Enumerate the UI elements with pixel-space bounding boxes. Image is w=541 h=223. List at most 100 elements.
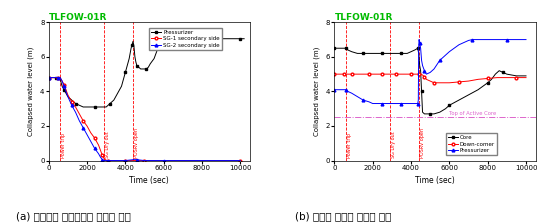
Core — [475, 88, 481, 91]
Down-comer — [456, 81, 462, 83]
Core — [427, 113, 433, 115]
Pressurizer — [392, 102, 399, 105]
Down-comer — [419, 74, 426, 76]
SG-2 secondary side — [91, 147, 98, 150]
Down-comer — [398, 73, 405, 75]
Pressurizer — [53, 76, 60, 79]
Line: Pressurizer: Pressurizer — [333, 38, 527, 105]
Text: (b) 노심과 강수부 수위의 변화: (b) 노심과 강수부 수위의 변화 — [295, 211, 392, 221]
SG-2 secondary side — [101, 159, 108, 162]
Pressurizer — [423, 73, 430, 75]
SG-2 secondary side — [141, 159, 148, 162]
Down-comer — [373, 73, 380, 75]
Pressurizer — [366, 100, 372, 103]
Pressurizer — [379, 102, 386, 105]
Core — [333, 47, 340, 50]
Pressurizer — [417, 47, 424, 50]
Pressurizer — [437, 59, 443, 62]
Pressurizer — [241, 37, 247, 40]
Text: Power trip: Power trip — [347, 133, 352, 158]
SG-2 secondary side — [64, 95, 71, 98]
Pressurizer — [398, 102, 405, 105]
Core — [337, 47, 344, 50]
Text: SG Dry out: SG Dry out — [391, 131, 396, 158]
Pressurizer — [465, 39, 472, 42]
Pressurizer — [80, 106, 87, 108]
Core — [492, 73, 499, 75]
SG-1 secondary side — [48, 76, 54, 79]
Pressurizer — [373, 102, 380, 105]
Pressurizer — [131, 56, 138, 58]
Core — [348, 50, 355, 53]
SG-2 secondary side — [61, 85, 67, 88]
Core — [421, 113, 428, 115]
Text: (a) 가압기와 증기발생기 수위의 변화: (a) 가압기와 증기발생기 수위의 변화 — [16, 211, 130, 221]
SG-2 secondary side — [59, 80, 65, 82]
Text: Top of Active Core: Top of Active Core — [450, 111, 497, 116]
SG-2 secondary side — [237, 159, 243, 162]
SG-2 secondary side — [57, 76, 63, 79]
Pressurizer — [404, 102, 411, 105]
SG-2 secondary side — [63, 90, 69, 93]
Core — [417, 69, 424, 72]
SG-1 secondary side — [101, 157, 108, 160]
Pressurizer — [199, 37, 205, 40]
Text: TLFOW-01R: TLFOW-01R — [334, 12, 393, 22]
SG-2 secondary side — [151, 159, 157, 162]
SG-2 secondary side — [161, 159, 167, 162]
SG-2 secondary side — [45, 76, 52, 79]
Down-comer — [513, 76, 520, 79]
Pressurizer — [418, 59, 425, 62]
Pressurizer — [456, 43, 462, 46]
Pressurizer — [504, 38, 510, 41]
Core — [373, 52, 380, 55]
SG-2 secondary side — [80, 126, 87, 129]
Down-comer — [348, 73, 355, 75]
Pressurizer — [354, 95, 361, 98]
Pressurizer — [427, 71, 433, 74]
Down-comer — [421, 75, 428, 78]
Core — [342, 47, 349, 50]
Core — [465, 94, 472, 96]
Line: Down-comer: Down-comer — [333, 73, 527, 84]
Line: SG-1 secondary side: SG-1 secondary side — [47, 76, 242, 162]
Core — [360, 52, 366, 55]
Line: SG-2 secondary side: SG-2 secondary side — [47, 76, 242, 162]
Down-comer — [494, 76, 500, 79]
Core — [412, 49, 418, 51]
Down-comer — [366, 73, 372, 75]
SG-1 secondary side — [99, 154, 105, 157]
SG-2 secondary side — [55, 76, 62, 79]
Pressurizer — [333, 88, 340, 91]
Down-comer — [412, 73, 418, 75]
Line: Core: Core — [333, 47, 527, 115]
SG-1 secondary side — [55, 76, 62, 79]
Core — [385, 52, 391, 55]
Core — [443, 107, 449, 110]
SG-1 secondary side — [97, 149, 104, 152]
Legend: Core, Down-comer, Pressurizer: Core, Down-comer, Pressurizer — [446, 133, 497, 155]
Down-comer — [341, 73, 347, 75]
Pressurizer — [469, 38, 476, 41]
SG-2 secondary side — [51, 76, 58, 79]
Down-comer — [337, 73, 344, 75]
SG-2 secondary side — [134, 158, 140, 161]
Down-comer — [475, 78, 481, 81]
SG-1 secondary side — [76, 113, 83, 115]
SG-1 secondary side — [64, 94, 71, 96]
SG-2 secondary side — [107, 159, 113, 162]
Pressurizer — [421, 69, 428, 72]
Down-comer — [354, 73, 361, 75]
Pressurizer — [419, 64, 426, 67]
Core — [437, 111, 443, 114]
Y-axis label: Collapsed water level (m): Collapsed water level (m) — [28, 47, 35, 136]
Pressurizer — [475, 38, 481, 41]
Core — [523, 74, 529, 77]
Text: POSRV open: POSRV open — [420, 128, 425, 158]
Pressurizer — [523, 38, 529, 41]
Core — [408, 50, 414, 53]
Pressurizer — [124, 64, 130, 67]
Core — [500, 71, 506, 74]
Down-comer — [484, 77, 491, 80]
Down-comer — [427, 80, 433, 82]
